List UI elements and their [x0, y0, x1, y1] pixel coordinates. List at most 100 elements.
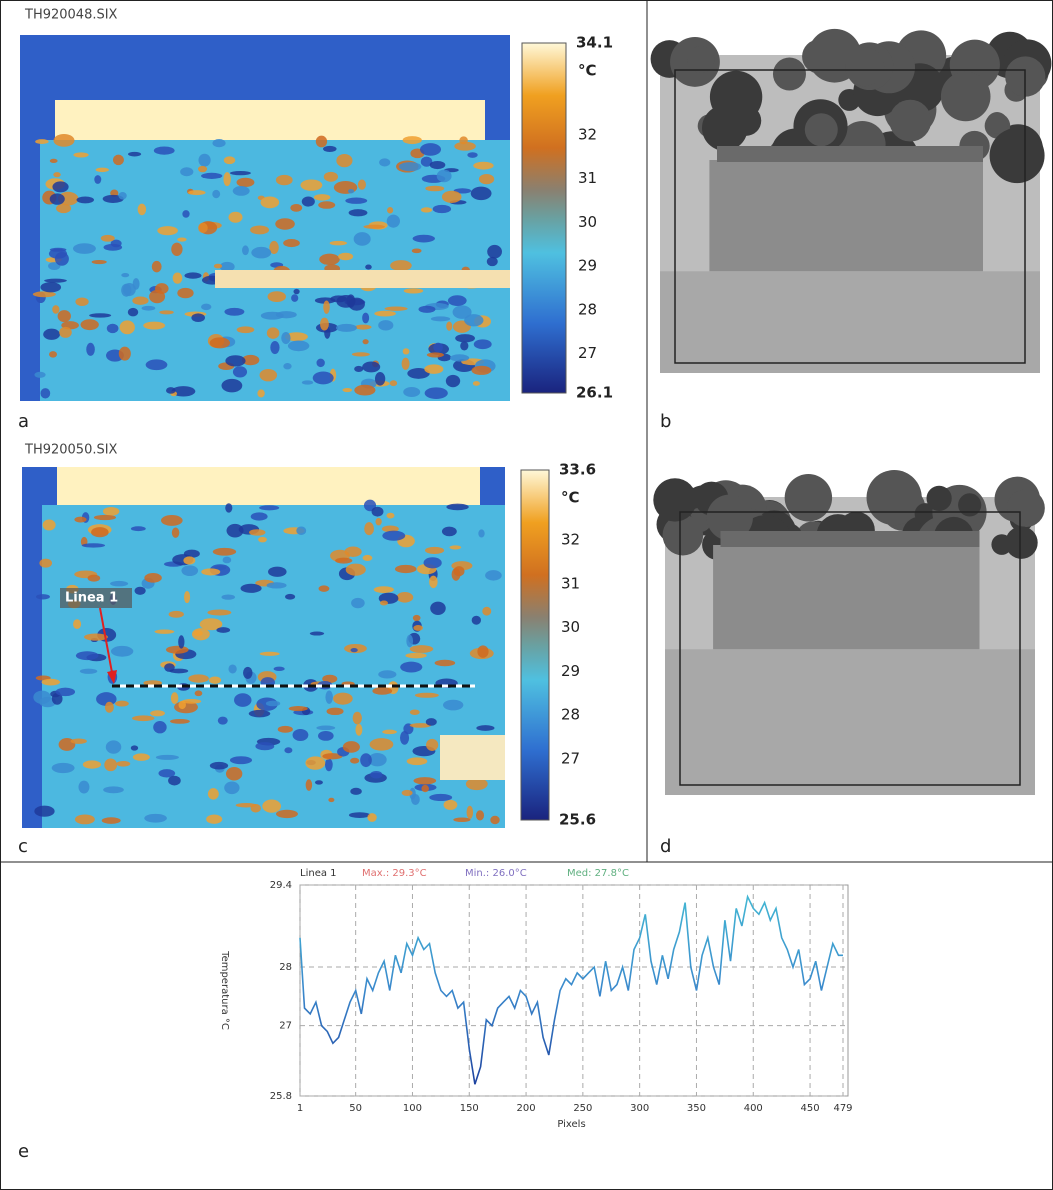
thermal-spot [478, 529, 485, 538]
thermal-spot [441, 526, 457, 537]
thermal-spot [352, 711, 362, 725]
y-tick-label: 25.8 [270, 1091, 292, 1102]
thermal-spot [472, 381, 480, 386]
thermal-spot [455, 334, 475, 343]
thermal-spot [362, 554, 373, 561]
thermal-spot [354, 384, 376, 396]
thermal-spot [424, 364, 444, 374]
thermal-spot [123, 283, 136, 297]
thermal-spot [357, 179, 366, 190]
thermal-spot [319, 253, 340, 265]
thermal-spot [420, 156, 433, 167]
thermal-spot [241, 354, 260, 366]
thermal-spot [411, 794, 420, 805]
thermal-spot [181, 565, 199, 577]
tree [662, 514, 704, 556]
thermal-spot [255, 742, 275, 751]
panel-label: d [660, 836, 671, 857]
thermal-spot [121, 273, 130, 278]
thermal-spot [305, 779, 313, 791]
file-name: TH920050.SIX [24, 443, 118, 458]
thermal-spot [143, 321, 166, 330]
thermal-spot [460, 341, 469, 351]
colorbar-tick: 29 [578, 257, 597, 275]
thermal-spot [74, 814, 95, 825]
thermal-spot [301, 380, 314, 385]
arrow-head [107, 670, 117, 684]
thermal-spot [54, 252, 69, 266]
colorbar-unit: °C [561, 489, 580, 507]
thermal-spot [226, 523, 244, 538]
thermal-spot [322, 753, 343, 760]
legend-label: Linea 1 [300, 868, 337, 879]
thermal-spot [75, 297, 89, 307]
thermal-spot [405, 652, 427, 659]
thermal-spot [73, 243, 96, 254]
thermal-spot [446, 503, 469, 511]
thermal-spot [183, 549, 200, 558]
thermal-spot [95, 167, 109, 173]
thermal-spot [112, 154, 124, 166]
x-tick-label: 150 [460, 1103, 479, 1114]
thermal-spot [166, 387, 176, 394]
thermal-spot [351, 597, 365, 609]
stat-label: Min.: 26.0°C [465, 868, 527, 879]
thermal-spot [389, 380, 398, 387]
thermal-spot [73, 619, 82, 630]
thermal-spot [172, 272, 183, 284]
thermal-spot [406, 634, 414, 648]
tree [1005, 526, 1038, 559]
thermal-spot [49, 351, 58, 358]
thermal-spot [353, 232, 371, 246]
thermal-spot [257, 389, 265, 398]
thermal-spot [275, 218, 295, 230]
thermal-spot [406, 757, 428, 766]
thermal-spot [296, 526, 307, 535]
colorbar-tick: 32 [578, 125, 597, 143]
thermal-spot [225, 503, 233, 513]
thermal-spot [209, 761, 229, 770]
thermal-spot [234, 693, 252, 707]
thermal-spot [293, 288, 300, 295]
thermal-spot [354, 365, 364, 373]
building [709, 160, 983, 272]
thermal-spot [316, 358, 325, 368]
thermal-spot [259, 505, 280, 511]
annotation-box [60, 588, 132, 608]
thermal-spot [275, 809, 298, 819]
stat-label: Med: 27.8°C [567, 868, 629, 879]
thermal-spot [452, 305, 472, 319]
plot-area [299, 884, 849, 1097]
thermal-spot [86, 342, 95, 356]
tree [687, 46, 715, 73]
thermal-spot [382, 729, 397, 735]
thermal-spot [419, 143, 442, 156]
thermal-spot [453, 817, 471, 823]
x-tick-label: 1 [297, 1103, 303, 1114]
thermal-spot [323, 145, 337, 152]
thermal-spot [330, 295, 347, 303]
thermal-spot [145, 359, 168, 371]
thermal-spot [101, 817, 121, 824]
thermal-spot [315, 135, 328, 148]
thermal-spot [345, 563, 366, 576]
thermal-spot [318, 730, 334, 741]
thermal-spot [372, 687, 393, 695]
thermal-spot [134, 586, 146, 595]
thermal-spot [400, 661, 423, 673]
thermal-spot [473, 339, 492, 350]
thermal-spot [381, 525, 399, 533]
thermal-spot [43, 328, 61, 340]
tree [866, 470, 922, 526]
thermal-spot [290, 204, 303, 212]
thermal-spot [354, 324, 372, 330]
thermal-spot [159, 310, 174, 315]
thermal-spot [56, 203, 72, 214]
colorbar-tick: 27 [578, 344, 597, 362]
thermal-spot [232, 366, 248, 378]
thermal-spot [208, 676, 222, 684]
file-name: TH920048.SIX [24, 8, 118, 23]
thermal-spot [396, 592, 414, 603]
thermal-spot [137, 203, 147, 216]
thermal-spot [348, 812, 371, 818]
